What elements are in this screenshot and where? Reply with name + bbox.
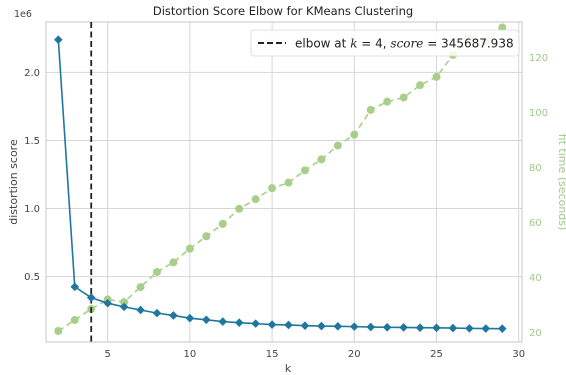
fit-time-point-11 [235,204,244,213]
distortion-point-15 [300,321,310,330]
y-tick-label-3: 2.0 [24,68,40,79]
distortion-point-22 [415,323,425,333]
y-offset-label: 1e6 [14,9,32,20]
plot-frame [45,21,523,343]
fit-time-series [54,23,507,336]
fit-time-point-1 [70,316,79,325]
distortion-point-0 [54,35,63,45]
fit-time-point-12 [251,195,260,204]
y2-tick-label-0: 20 [529,328,542,339]
distortion-point-23 [432,323,441,333]
legend-box [250,29,520,57]
fit-time-point-0 [54,327,63,336]
x-axis-label: k [285,362,292,375]
distortion-point-3 [103,298,112,308]
fit-time-point-10 [218,219,227,228]
x-axis-ticks: 5 10 15 20 25 30 [104,349,525,360]
fit-time-point-20 [383,97,392,106]
y2-tick-label-3: 80 [529,163,542,174]
y2-tick-label-2: 60 [529,218,542,229]
distortion-point-6 [152,308,162,318]
y-axis-label: distortion score [7,139,20,225]
y2-tick-label-1: 40 [529,273,542,284]
x-tick-label-0: 5 [104,349,110,360]
fit-time-point-14 [284,178,293,187]
x-tick-label-5: 30 [512,349,525,360]
x-tick-label-3: 20 [348,349,361,360]
fit-time-point-4 [120,298,129,307]
x-tick-label-4: 25 [430,349,443,360]
distortion-point-10 [218,317,228,326]
fit-time-point-7 [169,258,178,267]
fit-time-point-5 [136,283,145,292]
fit-time-line [57,26,503,332]
fit-time-point-23 [432,72,441,81]
grid [46,22,522,342]
distortion-point-24 [448,323,458,333]
fit-time-point-19 [366,105,375,114]
distortion-line [57,39,503,330]
distortion-point-26 [481,324,491,333]
fit-time-point-21 [399,93,408,102]
y2-axis-label: fit time (seconds) [556,134,566,231]
fit-time-point-22 [416,81,425,90]
distortion-point-20 [382,322,392,332]
fit-time-point-15 [300,166,309,175]
distortion-point-21 [399,323,408,332]
fit-time-point-17 [333,141,342,150]
distortion-point-2 [86,293,96,302]
y-tick-label-2: 1.5 [24,136,40,147]
x-tick-label-2: 15 [266,349,279,360]
distortion-point-13 [267,320,277,329]
distortion-point-27 [497,324,507,333]
fit-time-point-13 [268,184,277,193]
distortion-point-5 [136,305,145,315]
fit-time-point-18 [350,130,359,139]
distortion-point-1 [70,282,80,292]
x-tick-label-1: 10 [184,349,197,360]
y2-tick-label-5: 120 [529,53,548,64]
distortion-point-18 [349,322,359,331]
distortion-point-7 [169,311,178,320]
chart-title: Distortion Score Elbow for KMeans Cluste… [153,4,413,18]
distortion-point-16 [317,321,326,331]
legend: elbow at k = 4, score = 345687.938 [250,29,520,57]
y2-axis-ticks: 20 40 60 80 100 120 [529,53,548,339]
distortion-point-17 [333,322,343,331]
distortion-point-19 [366,322,376,332]
distortion-point-8 [185,313,195,323]
fit-time-point-27 [498,23,507,32]
distortion-point-9 [202,315,211,325]
distortion-point-4 [119,302,129,312]
legend-label: elbow at k = 4, score = 345687.938 [295,37,514,51]
y2-tick-label-4: 100 [529,108,548,119]
y-axis-ticks: 0.5 1.0 1.5 2.0 [24,68,40,283]
distortion-point-14 [284,320,293,330]
y-tick-label-0: 0.5 [24,272,40,283]
fit-time-point-16 [317,155,326,164]
distortion-point-25 [465,324,474,333]
y-tick-label-1: 1.0 [24,204,40,215]
fit-time-point-6 [152,267,161,276]
fit-time-point-9 [202,232,211,241]
distortion-point-11 [234,318,244,327]
distortion-series [54,35,507,333]
distortion-point-12 [251,319,260,328]
fit-time-point-8 [185,244,194,253]
